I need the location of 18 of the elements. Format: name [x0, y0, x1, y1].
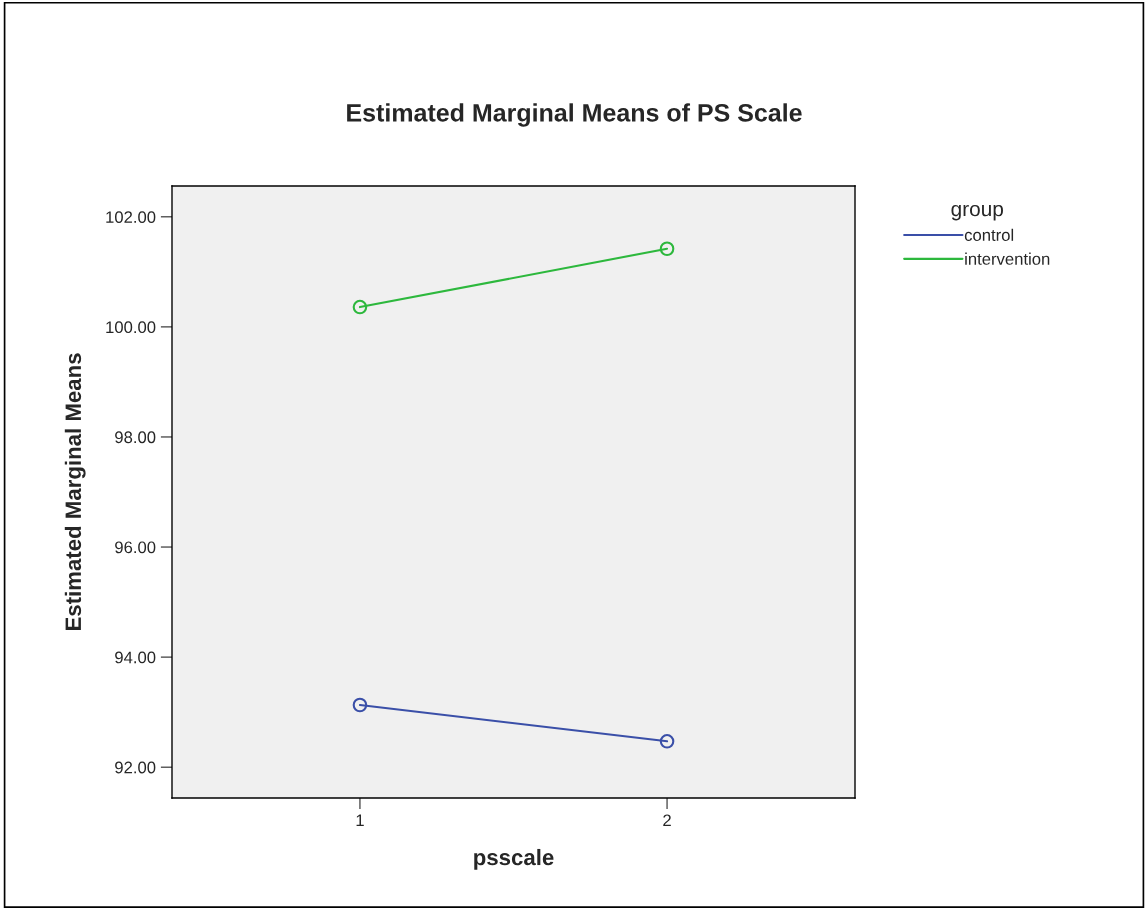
y-tick-label: 92.00: [115, 761, 156, 774]
legend-label: control: [964, 228, 1014, 241]
legend-title: group: [951, 204, 1003, 221]
legend-label: intervention: [965, 252, 1050, 265]
x-tick-label: 1: [356, 814, 364, 827]
point: [659, 734, 675, 749]
point: [659, 241, 675, 257]
x-axis-title: psscale: [474, 848, 554, 870]
y-tick-label: 98.00: [115, 431, 156, 444]
chart-title: Estimated Marginal Means of PS Scale: [347, 103, 802, 127]
point: [352, 697, 368, 713]
y-tick-label: 96.00: [115, 541, 156, 554]
x-tick-label: 2: [663, 814, 671, 827]
y-axis-title: Estimated Marginal Means: [64, 353, 86, 631]
y-tick-label: 102.00: [106, 211, 156, 224]
point: [352, 299, 368, 315]
y-tick-label: 94.00: [115, 651, 156, 664]
y-tick-label: 100.00: [106, 321, 156, 334]
